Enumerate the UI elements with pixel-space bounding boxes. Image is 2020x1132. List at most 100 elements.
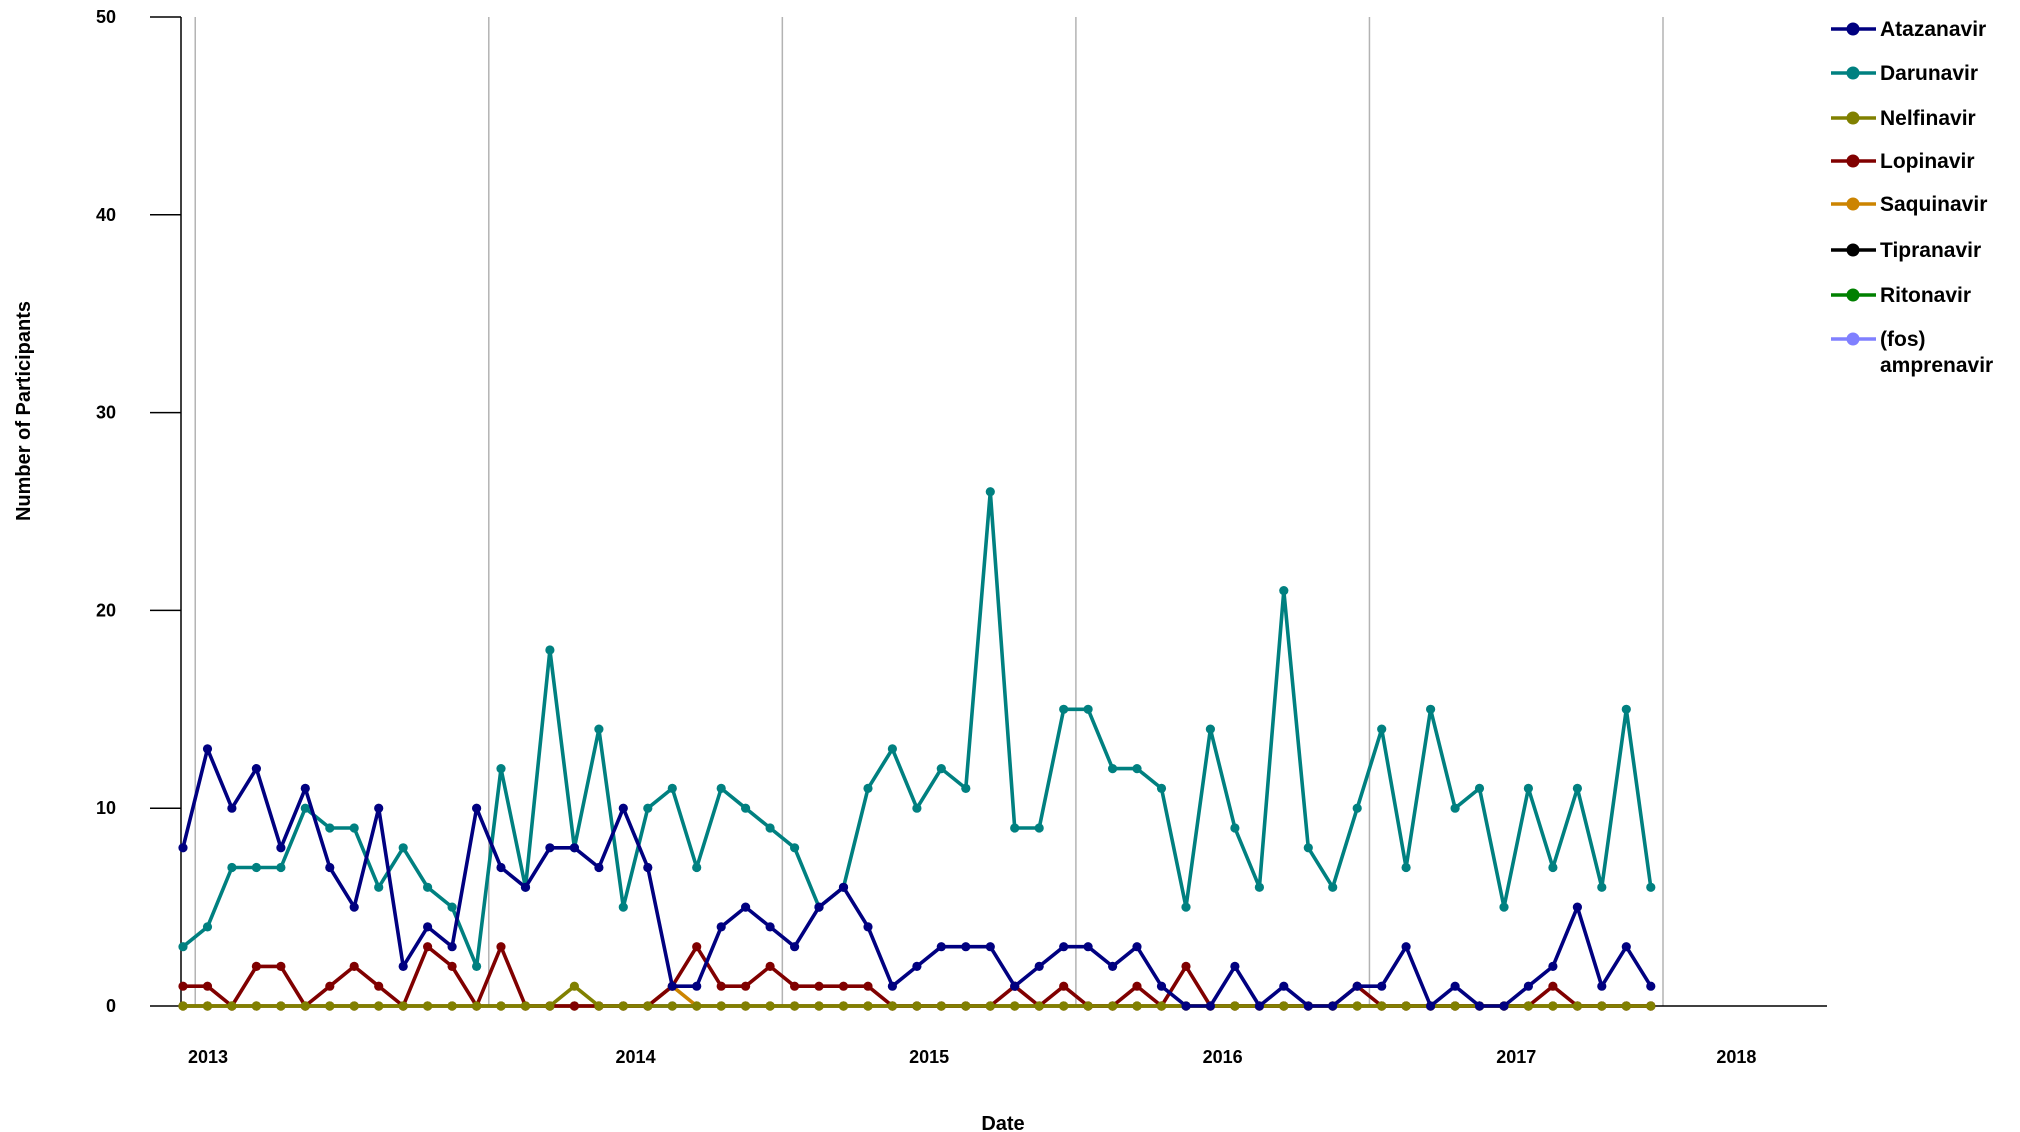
data-point <box>1474 783 1485 794</box>
data-point <box>1474 1001 1485 1011</box>
legend-label: Nelfinavir <box>1880 107 1976 130</box>
data-point <box>741 981 751 991</box>
legend-swatch-marker <box>1846 66 1860 80</box>
data-point <box>1108 764 1118 774</box>
data-point <box>1132 1001 1142 1011</box>
data-point <box>1205 1001 1215 1011</box>
data-point <box>667 783 677 794</box>
data-point <box>202 744 213 754</box>
data-point <box>887 744 898 754</box>
data-point <box>863 1001 873 1011</box>
data-point <box>985 487 995 497</box>
legend-item-atazanavir: Atazanavir <box>1831 18 1986 41</box>
data-point <box>1352 981 1362 991</box>
legend-item-nelfinavir: Nelfinavir <box>1831 107 1976 130</box>
data-point <box>692 1001 702 1011</box>
data-point <box>325 981 335 991</box>
legend-swatch-marker <box>1846 154 1860 168</box>
data-point <box>1377 724 1387 734</box>
data-point <box>1548 1001 1558 1011</box>
data-point <box>1572 902 1582 912</box>
data-point <box>227 803 237 813</box>
legend-swatch-marker <box>1846 243 1860 257</box>
data-point <box>741 803 751 813</box>
x-tick-label: 2014 <box>616 1047 656 1067</box>
data-point <box>1132 942 1142 952</box>
data-point <box>178 843 188 853</box>
data-point <box>1205 724 1215 734</box>
legend-label: Lopinavir <box>1880 150 1975 173</box>
data-point <box>814 981 824 991</box>
data-point <box>1279 586 1289 596</box>
data-point <box>569 843 580 853</box>
data-point <box>765 823 775 833</box>
data-point <box>251 1001 261 1011</box>
data-point <box>887 1001 898 1011</box>
data-point <box>1548 961 1558 972</box>
year-gridlines <box>194 17 1664 1006</box>
data-point <box>1426 1001 1436 1011</box>
data-point <box>1034 1001 1044 1011</box>
data-point <box>398 1001 408 1011</box>
series-line-darunavir <box>181 489 1653 969</box>
data-point <box>1597 1001 1607 1011</box>
data-point <box>765 961 775 972</box>
data-point <box>1230 823 1240 833</box>
y-tick-label: 40 <box>96 205 116 225</box>
x-tick-label: 2017 <box>1496 1047 1536 1067</box>
data-point <box>300 803 310 813</box>
data-point <box>349 961 359 972</box>
data-point <box>325 862 335 873</box>
data-point <box>838 882 849 892</box>
data-point <box>961 783 971 794</box>
data-point <box>936 942 946 952</box>
data-point <box>423 942 433 952</box>
data-point <box>423 922 433 932</box>
legend: Atazanavir Darunavir Nelfinavir Lopinavir Sa… <box>1831 18 1993 377</box>
data-point <box>374 1001 384 1011</box>
data-point <box>1646 981 1656 991</box>
data-point <box>887 981 898 991</box>
data-point <box>545 1001 555 1011</box>
data-point <box>863 981 873 991</box>
series-darunavir <box>178 487 1656 972</box>
y-tick-label: 0 <box>106 996 116 1016</box>
data-point <box>1230 961 1240 972</box>
data-point <box>178 942 188 952</box>
y-tick-label: 20 <box>96 600 116 620</box>
data-point <box>1646 882 1656 892</box>
series-lines <box>178 487 1656 1011</box>
data-point <box>276 862 286 873</box>
data-point <box>1010 1001 1020 1011</box>
data-point <box>667 1001 677 1011</box>
data-point <box>1010 981 1020 991</box>
data-point <box>838 1001 849 1011</box>
data-point <box>741 902 751 912</box>
data-point <box>447 942 457 952</box>
data-point <box>716 783 726 794</box>
data-point <box>1279 981 1289 991</box>
data-point <box>765 1001 775 1011</box>
data-point <box>814 902 824 912</box>
data-point <box>398 843 408 853</box>
data-point <box>667 981 677 991</box>
data-point <box>790 843 800 853</box>
data-point <box>643 1001 653 1011</box>
y-tick-label: 10 <box>96 798 116 818</box>
data-point <box>251 862 261 873</box>
legend-item-lopinavir: Lopinavir <box>1831 150 1975 173</box>
y-tick-label: 50 <box>96 7 116 27</box>
data-point <box>594 862 604 873</box>
data-point <box>1450 981 1460 991</box>
legend-swatch-marker <box>1846 197 1860 211</box>
data-point <box>520 882 531 892</box>
data-point <box>349 823 359 833</box>
data-point <box>1401 942 1411 952</box>
legend-swatch-marker <box>1846 288 1860 302</box>
data-point <box>1572 1001 1582 1011</box>
data-point <box>300 783 310 794</box>
data-point <box>1377 1001 1387 1011</box>
data-point <box>1646 1001 1656 1011</box>
legend-label: (fos) amprenavir <box>1880 328 1993 377</box>
data-point <box>1083 942 1093 952</box>
